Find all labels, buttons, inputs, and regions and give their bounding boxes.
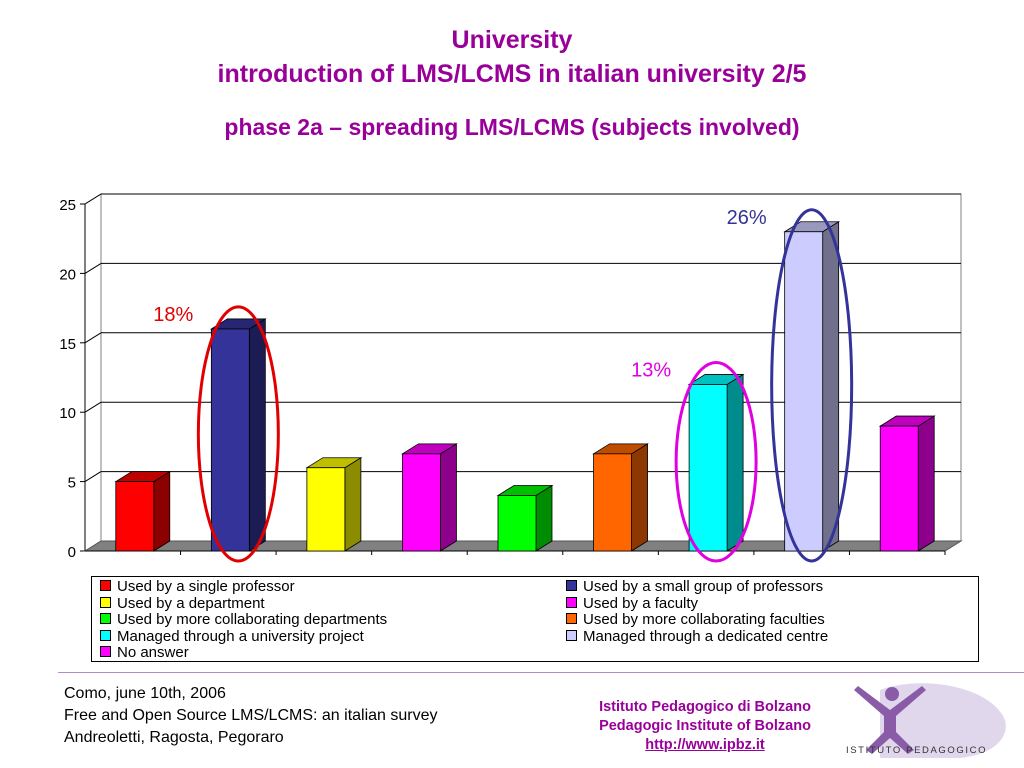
legend-item: Used by a department: [100, 594, 265, 612]
chart-legend: Used by a single professor Used by a smal…: [91, 576, 979, 662]
footer-credits: Como, june 10th, 2006 Free and Open Sour…: [64, 683, 438, 749]
bar: [115, 481, 155, 552]
legend-item: Managed through a university project: [100, 627, 364, 645]
footer-date: Como, june 10th, 2006: [64, 685, 226, 702]
bar-side: [631, 443, 648, 552]
annotation-label: 13%: [631, 359, 671, 381]
legend-item: Used by a faculty: [566, 594, 699, 612]
bar-side: [248, 318, 266, 552]
bar-side: [726, 373, 744, 552]
legend-label: Used by more collaborating departments: [117, 611, 388, 628]
bar-side: [344, 456, 362, 552]
institute-link[interactable]: http://www.ipbz.it: [645, 737, 765, 753]
bar-side: [917, 415, 935, 552]
y-tick-label: 5: [68, 475, 76, 492]
y-tick-label: 15: [59, 336, 76, 353]
legend-swatch: [100, 629, 111, 641]
legend-label: Used by a single professor: [117, 578, 295, 595]
legend-item: Used by a small group of professors: [566, 579, 823, 595]
footer-survey-title: Free and Open Source LMS/LCMS: an italia…: [64, 707, 438, 724]
gridline-side: [84, 193, 102, 205]
phase-heading: phase 2a – spreading LMS/LCMS (subjects …: [224, 114, 800, 140]
legend-swatch: [566, 613, 577, 624]
annotation-label: 18%: [153, 304, 193, 326]
legend-label: Used by a small group of professors: [583, 578, 824, 595]
y-tick-label: 25: [59, 197, 76, 214]
gridline-side: [84, 401, 102, 413]
y-tick-label: 10: [59, 405, 76, 422]
page-title: University: [451, 26, 573, 54]
bar: [306, 467, 346, 552]
bar-side: [153, 470, 171, 552]
legend-swatch: [100, 646, 111, 657]
legend-label: Used by a department: [117, 594, 265, 612]
chart-side-wall: [84, 193, 102, 552]
bar: [497, 495, 537, 552]
legend-swatch: [100, 580, 111, 591]
legend-swatch: [566, 596, 577, 608]
annotation-ellipse: [674, 360, 758, 563]
bar-side: [535, 484, 553, 552]
footer-authors: Andreoletti, Ragosta, Pegoraro: [64, 729, 284, 746]
bar-side: [440, 443, 457, 552]
bar: [593, 453, 632, 552]
institute-info: Istituto Pedagogico di Bolzano Pedagogic…: [560, 698, 850, 755]
bar-side: [822, 221, 840, 552]
institute-logo: ISTITUTO PEDAGOGICO: [846, 683, 1006, 758]
bar: [402, 453, 441, 552]
page-subtitle: introduction of LMS/LCMS in italian univ…: [217, 60, 807, 88]
y-tick-label: 0: [68, 544, 76, 561]
gridline-side: [84, 262, 102, 274]
logo-figure: [854, 686, 926, 754]
legend-label: No answer: [117, 644, 189, 661]
bar: [784, 231, 824, 552]
annotation-label: 26%: [727, 207, 767, 229]
bar: [210, 328, 250, 552]
bar-chart: 0 5 10 15 20 25 18% 13% 26%: [59, 193, 963, 563]
logo-head: [885, 687, 899, 701]
legend-item: Managed through a dedicated centre: [566, 627, 829, 645]
bar: [879, 425, 919, 552]
footer-divider: [58, 672, 1024, 673]
institute-name-en: Pedagogic Institute of Bolzano: [599, 718, 811, 734]
legend-item: Used by more collaborating departments: [100, 612, 387, 628]
annotation-ellipse: [770, 208, 854, 563]
bar: [688, 384, 728, 552]
annotation-ellipse: [196, 305, 280, 563]
legend-label: Managed through a university project: [117, 627, 364, 645]
gridline-side: [84, 471, 102, 483]
legend-swatch: [566, 580, 577, 591]
legend-swatch: [100, 596, 111, 608]
legend-swatch: [100, 613, 111, 624]
legend-item: Used by more collaborating faculties: [566, 612, 825, 628]
gridline-side: [84, 332, 102, 344]
logo-text: ISTITUTO PEDAGOGICO: [846, 745, 987, 756]
legend-label: Managed through a dedicated centre: [583, 627, 829, 645]
legend-item: Used by a single professor: [100, 579, 295, 595]
y-tick-label: 20: [59, 266, 76, 283]
legend-swatch: [566, 629, 577, 641]
institute-name-it: Istituto Pedagogico di Bolzano: [599, 699, 811, 715]
legend-label: Used by more collaborating faculties: [583, 611, 825, 628]
legend-item: No answer: [100, 645, 189, 661]
legend-label: Used by a faculty: [583, 594, 699, 612]
